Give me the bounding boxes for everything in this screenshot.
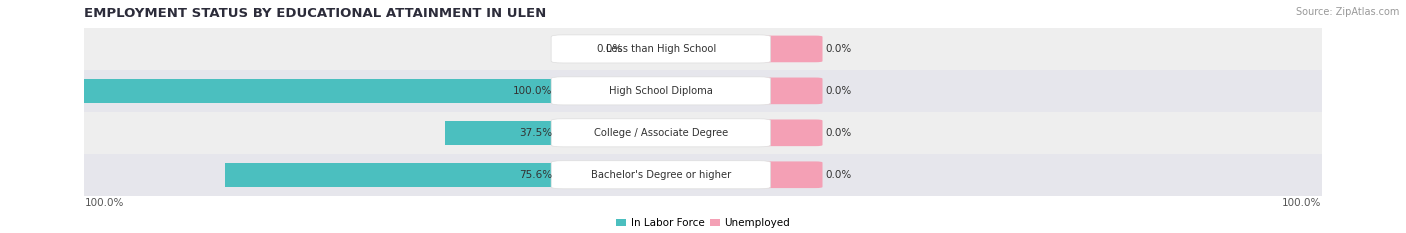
FancyBboxPatch shape bbox=[755, 120, 823, 146]
FancyBboxPatch shape bbox=[755, 36, 823, 62]
Text: Source: ZipAtlas.com: Source: ZipAtlas.com bbox=[1295, 7, 1399, 17]
Bar bbox=[84, 112, 1322, 154]
FancyBboxPatch shape bbox=[551, 35, 770, 63]
Text: 0.0%: 0.0% bbox=[825, 44, 852, 54]
FancyBboxPatch shape bbox=[755, 78, 823, 104]
Text: 100.0%: 100.0% bbox=[513, 86, 553, 96]
FancyBboxPatch shape bbox=[551, 77, 770, 105]
Text: 0.0%: 0.0% bbox=[825, 170, 852, 180]
Bar bbox=[444, 121, 661, 145]
FancyBboxPatch shape bbox=[551, 119, 770, 147]
Text: 0.0%: 0.0% bbox=[825, 86, 852, 96]
Bar bbox=[84, 28, 1322, 70]
Text: Bachelor's Degree or higher: Bachelor's Degree or higher bbox=[591, 170, 731, 180]
Text: 0.0%: 0.0% bbox=[596, 44, 623, 54]
Bar bbox=[633, 37, 661, 61]
Text: 100.0%: 100.0% bbox=[84, 198, 124, 208]
Text: 75.6%: 75.6% bbox=[519, 170, 553, 180]
Text: College / Associate Degree: College / Associate Degree bbox=[593, 128, 728, 138]
Bar bbox=[84, 70, 1322, 112]
Bar bbox=[84, 79, 661, 103]
Text: 0.0%: 0.0% bbox=[825, 128, 852, 138]
Bar bbox=[84, 154, 1322, 196]
Text: 37.5%: 37.5% bbox=[519, 128, 553, 138]
FancyBboxPatch shape bbox=[551, 161, 770, 189]
FancyBboxPatch shape bbox=[755, 161, 823, 188]
Text: 100.0%: 100.0% bbox=[1282, 198, 1322, 208]
Bar bbox=[225, 163, 661, 187]
Legend: In Labor Force, Unemployed: In Labor Force, Unemployed bbox=[616, 218, 790, 228]
Text: Less than High School: Less than High School bbox=[606, 44, 716, 54]
Text: EMPLOYMENT STATUS BY EDUCATIONAL ATTAINMENT IN ULEN: EMPLOYMENT STATUS BY EDUCATIONAL ATTAINM… bbox=[84, 7, 547, 20]
Text: High School Diploma: High School Diploma bbox=[609, 86, 713, 96]
